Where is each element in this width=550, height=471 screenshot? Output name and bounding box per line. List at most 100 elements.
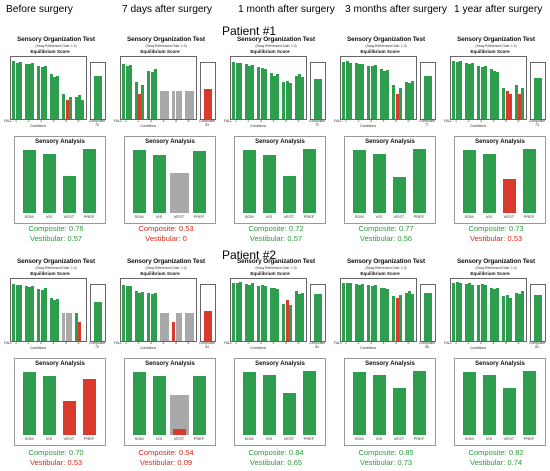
equilibrium-bar [514, 292, 518, 341]
sensory-bar [303, 149, 316, 213]
sot-subtitle: (Sway Referenced Gain: 1.0) [475, 266, 517, 270]
condition-number: 2 [247, 341, 250, 345]
sot-title: Sensory Organization Test [237, 258, 315, 265]
equilibrium-bar [235, 62, 239, 119]
sot-panel: Sensory Organization Test (Sway Reference… [224, 258, 328, 360]
sensory-bar [483, 374, 496, 435]
equilibrium-bar [31, 285, 35, 341]
composite-score: Composite: 0.85 [358, 448, 414, 457]
sensory-axis-label: SOM [24, 214, 34, 219]
sensory-axis-label: VEST [283, 214, 295, 219]
sensory-analysis-title: Sensory Analysis [145, 361, 195, 367]
equilibrium-bar [175, 313, 179, 341]
sensory-axis-label: PREF [523, 436, 535, 441]
sensory-analysis-panel: Sensory Analysis SOM VIS VEST PREF [124, 136, 216, 224]
equilibrium-bar [505, 295, 509, 341]
composite-bar [314, 78, 322, 119]
equilibrium-bar [514, 84, 518, 119]
equilibrium-chart [120, 56, 197, 120]
composite-word: Composite [198, 341, 216, 345]
sot-panel: Sensory Organization Test (Sway Reference… [4, 258, 108, 360]
sensory-bar [153, 376, 166, 435]
sensory-axis-label: SOM [244, 436, 254, 441]
equilibrium-bar [452, 61, 456, 119]
column-header: Before surgery [6, 4, 73, 15]
equilibrium-bar [269, 72, 273, 119]
sensory-bar [283, 393, 296, 435]
vestibular-score: Vestibular: 0.73 [359, 458, 413, 467]
equilibrium-bar [345, 61, 349, 119]
equilibrium-bar [285, 80, 289, 119]
fall-label: FALL [114, 341, 123, 345]
sensory-bar [503, 387, 516, 435]
equilibrium-bar [125, 285, 129, 341]
sensory-bar [373, 154, 386, 213]
composite-word: Composite [418, 119, 436, 123]
equilibrium-bar [166, 313, 170, 341]
equilibrium-bar [263, 69, 267, 119]
composite-score: Composite: 0.82 [468, 448, 524, 457]
equilibrium-bar [150, 71, 154, 119]
condition-number: 2 [467, 119, 470, 123]
equilibrium-bar [288, 83, 292, 119]
composite-label: Composite 54 [198, 341, 216, 349]
equilibrium-bar [62, 313, 66, 341]
sensory-analysis-title: Sensory Analysis [35, 139, 85, 145]
equilibrium-bar [521, 88, 525, 119]
equilibrium-bar [273, 287, 276, 341]
equilibrium-bar [342, 282, 346, 341]
sensory-axis-label: SOM [134, 436, 144, 441]
composite-score: Composite: 0.70 [28, 448, 84, 457]
condition-number: 3 [150, 341, 152, 345]
equilibrium-bar [12, 283, 16, 341]
sensory-analysis-chart [21, 149, 101, 213]
sensory-axis-label: VIS [375, 436, 383, 441]
equilibrium-bar [257, 285, 261, 341]
equilibrium-title: Equilibrium Score [470, 49, 510, 54]
equilibrium-bar [502, 88, 506, 119]
equilibrium-bar [276, 74, 280, 119]
vestibular-score: Vestibular: 0.53 [29, 458, 83, 467]
equilibrium-bar [276, 288, 280, 341]
condition-number: 1 [235, 119, 237, 123]
column-header: 3 months after surgery [345, 4, 447, 15]
sensory-bar [193, 150, 206, 213]
equilibrium-bar [159, 91, 163, 119]
equilibrium-bar [370, 285, 374, 341]
sensory-bar [523, 149, 536, 213]
equilibrium-bar [518, 293, 521, 341]
equilibrium-bar [367, 65, 371, 119]
sensory-axis-label: PREF [83, 436, 95, 441]
equilibrium-bar [411, 293, 415, 341]
composite-bar [94, 76, 102, 119]
composite-score: Composite: 0.54 [138, 448, 194, 457]
condition-number: 2 [27, 341, 30, 345]
condition-number: 5 [65, 341, 67, 345]
equilibrium-bar [191, 313, 195, 341]
sensory-analysis-panel: Sensory Analysis SOM VIS VEST PREF [344, 358, 436, 446]
fall-label: FALL [224, 341, 233, 345]
equilibrium-bar [134, 81, 138, 119]
equilibrium-bar [138, 94, 141, 119]
condition-number: 5 [395, 341, 397, 345]
sensory-analysis-title: Sensory Analysis [255, 139, 305, 145]
condition-number: 3 [260, 119, 262, 123]
condition-number: 3 [480, 341, 482, 345]
composite-score: Composite: 0.53 [138, 224, 194, 233]
sensory-analysis-title: Sensory Analysis [365, 361, 415, 367]
sensory-analysis-panel: Sensory Analysis SOM VIS VEST PREF [234, 358, 326, 446]
condition-number: 4 [492, 119, 495, 123]
equilibrium-chart [230, 278, 307, 342]
equilibrium-chart [10, 278, 87, 342]
composite-bar [204, 89, 212, 119]
sot-title: Sensory Organization Test [17, 258, 95, 265]
sensory-axis-label: SOM [134, 214, 144, 219]
sensory-bar [23, 150, 36, 213]
condition-number: 3 [260, 341, 262, 345]
equilibrium-title: Equilibrium Score [140, 271, 180, 276]
equilibrium-title: Equilibrium Score [250, 271, 290, 276]
composite-label: Composite 53 [198, 119, 216, 127]
equilibrium-bar [31, 63, 35, 119]
conditions-label: Conditions [30, 346, 47, 350]
equilibrium-bar [251, 65, 255, 119]
